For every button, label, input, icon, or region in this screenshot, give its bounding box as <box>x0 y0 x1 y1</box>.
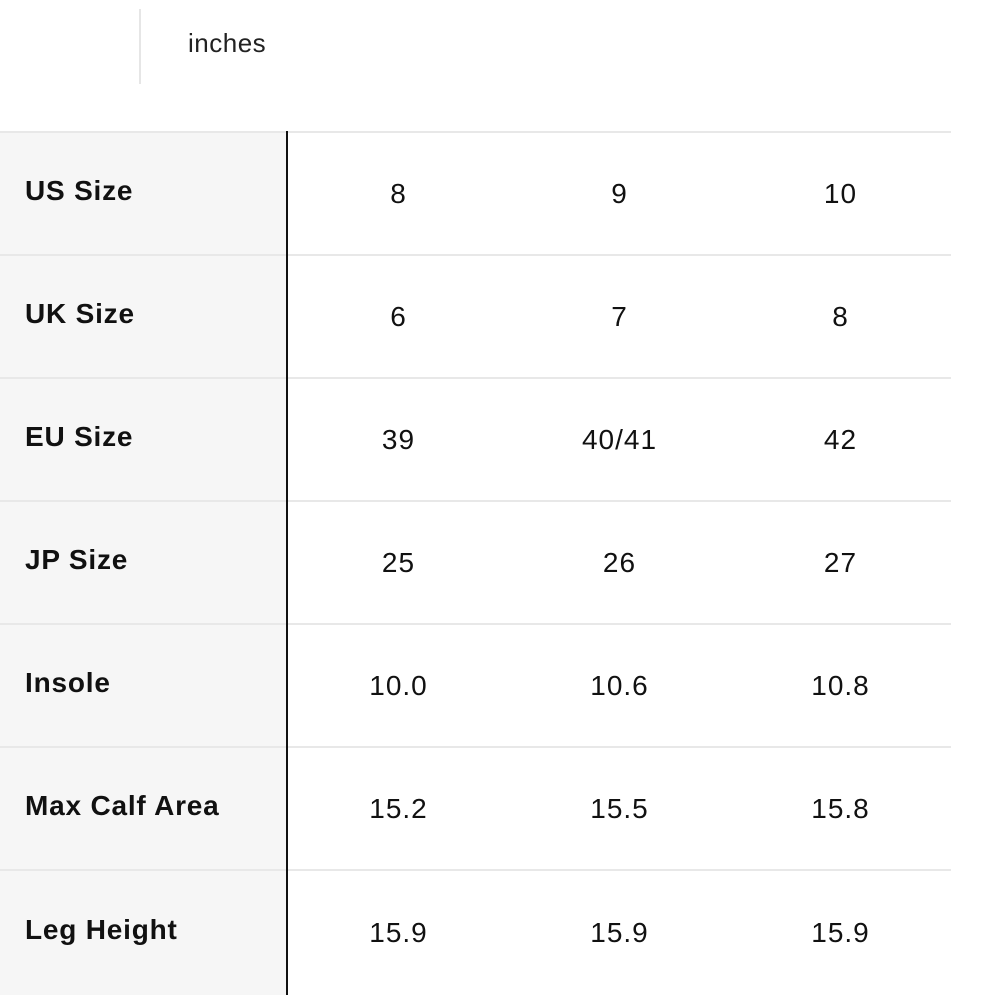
table-row: Insole 10.0 10.6 10.8 <box>0 623 951 747</box>
table-cell: 27 <box>730 500 951 624</box>
unit-divider <box>139 9 141 84</box>
table-cell: 9 <box>509 131 730 255</box>
table-cell: 25 <box>287 500 509 624</box>
row-label: US Size <box>0 131 288 255</box>
size-chart-table: US Size 8 9 10 UK Size 6 7 8 EU Size 39 40/41 42 JP … <box>0 131 951 995</box>
row-label: Max Calf Area <box>0 746 288 870</box>
table-cell: 15.9 <box>730 869 951 995</box>
unit-toggle: inches <box>0 0 1000 95</box>
table-cell: 10.6 <box>509 623 730 747</box>
unit-option-inches[interactable]: inches <box>188 28 267 58</box>
table-cell: 8 <box>287 131 509 255</box>
row-label: Insole <box>0 623 288 747</box>
row-label: UK Size <box>0 254 288 378</box>
table-cell: 42 <box>730 377 951 501</box>
table-row: Max Calf Area 15.2 15.5 15.8 <box>0 746 951 870</box>
table-cell: 15.9 <box>287 869 509 995</box>
table-cell: 10 <box>730 131 951 255</box>
row-label: EU Size <box>0 377 288 501</box>
table-cell: 10.0 <box>287 623 509 747</box>
table-cell: 26 <box>509 500 730 624</box>
table-row: JP Size 25 26 27 <box>0 500 951 624</box>
table-cell: 10.8 <box>730 623 951 747</box>
table-row: US Size 8 9 10 <box>0 131 951 255</box>
table-cell: 8 <box>730 254 951 378</box>
table-cell: 15.9 <box>509 869 730 995</box>
table-cell: 7 <box>509 254 730 378</box>
table-cell: 39 <box>287 377 509 501</box>
table-cell: 15.5 <box>509 746 730 870</box>
row-label: Leg Height <box>0 869 288 995</box>
table-row: EU Size 39 40/41 42 <box>0 377 951 501</box>
table-cell: 6 <box>287 254 509 378</box>
table-cell: 15.2 <box>287 746 509 870</box>
row-label: JP Size <box>0 500 288 624</box>
table-row: Leg Height 15.9 15.9 15.9 <box>0 869 951 995</box>
table-cell: 15.8 <box>730 746 951 870</box>
table-cell: 40/41 <box>509 377 730 501</box>
table-row: UK Size 6 7 8 <box>0 254 951 378</box>
